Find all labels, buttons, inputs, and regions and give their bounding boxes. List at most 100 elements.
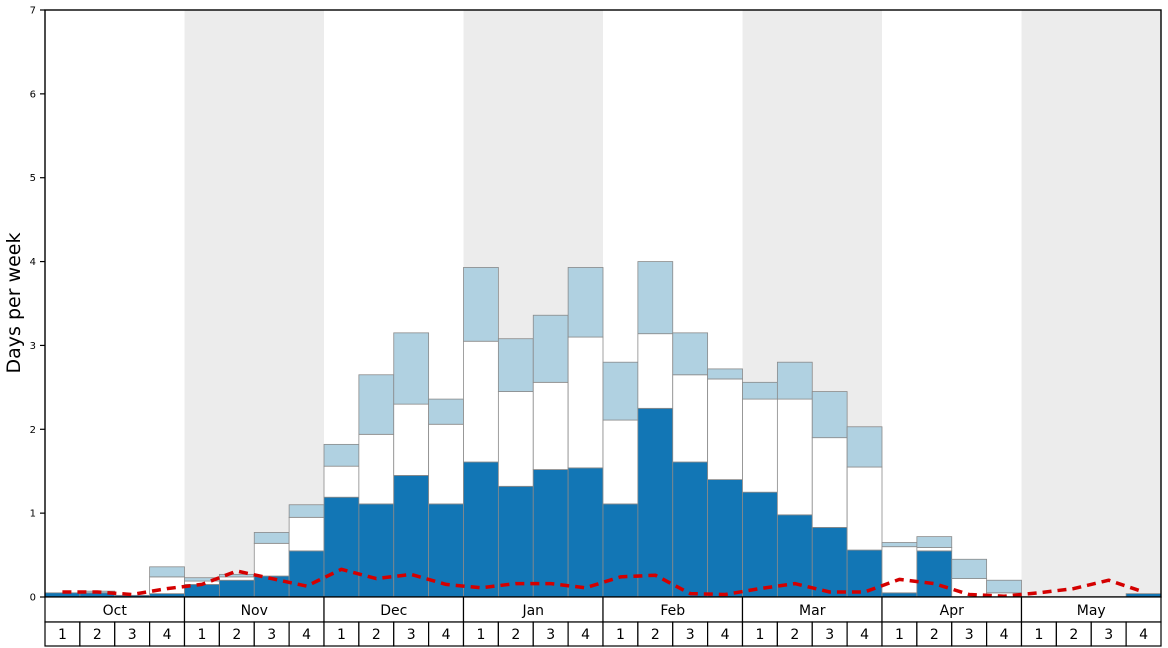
week-number-label: 2 xyxy=(651,627,660,643)
week-number-label: 4 xyxy=(302,627,311,643)
week-cell xyxy=(253,621,290,647)
y-tick-label: 4 xyxy=(30,257,36,268)
bar-segment-white-days xyxy=(532,381,569,470)
bar-segment-dark-blue-days xyxy=(742,491,778,598)
week-number-label: 2 xyxy=(372,627,381,643)
week-number-label: 3 xyxy=(267,627,276,643)
week-cell xyxy=(1090,621,1127,647)
week-number-label: 2 xyxy=(93,627,102,643)
bar-segment-white-days xyxy=(288,516,325,552)
month-label: Nov xyxy=(241,603,268,619)
week-cell xyxy=(79,621,116,647)
y-tick-label: 1 xyxy=(30,509,36,520)
week-number-label: 1 xyxy=(1034,627,1043,643)
bar-segment-white-days xyxy=(916,547,953,552)
bar-segment-white-days xyxy=(881,546,918,594)
bar-segment-dark-blue-days xyxy=(707,479,743,598)
week-number-label: 2 xyxy=(1069,627,1078,643)
week-number-label: 4 xyxy=(860,627,869,643)
week-number-label: 4 xyxy=(163,627,172,643)
bar-segment-white-days xyxy=(707,378,743,481)
week-number-label: 4 xyxy=(442,627,451,643)
y-tick-label: 0 xyxy=(30,593,36,604)
week-number-label: 1 xyxy=(755,627,764,643)
background-band xyxy=(184,10,324,597)
week-cell xyxy=(44,621,81,647)
week-number-label: 3 xyxy=(825,627,834,643)
bar-segment-light-blue-days xyxy=(776,361,813,400)
week-cell xyxy=(776,621,813,647)
bar-segment-white-days xyxy=(218,576,255,581)
week-cell xyxy=(602,621,639,647)
week-number-label: 3 xyxy=(407,627,416,643)
bar-segment-white-days xyxy=(742,398,778,493)
week-cell xyxy=(1125,621,1162,647)
bar-segment-dark-blue-days xyxy=(567,467,604,598)
bar-segment-light-blue-days xyxy=(986,579,1022,594)
bar-segment-light-blue-days xyxy=(742,381,778,400)
red-dashed-line xyxy=(62,567,1145,598)
week-number-label: 3 xyxy=(546,627,555,643)
bar-segment-white-days xyxy=(811,437,848,528)
bar-segment-dark-blue-days xyxy=(811,526,848,598)
week-cell xyxy=(846,621,883,647)
bar-segment-dark-blue-days xyxy=(602,503,639,598)
bar-segment-light-blue-days xyxy=(707,368,743,380)
week-number-label: 4 xyxy=(721,627,730,643)
bar-segment-light-blue-days xyxy=(149,566,185,578)
month-label: Dec xyxy=(380,603,407,619)
week-cell xyxy=(288,621,325,647)
bar-segment-light-blue-days xyxy=(846,426,883,468)
week-cell xyxy=(881,621,918,647)
bar-segment-dark-blue-days xyxy=(393,475,430,598)
week-number-label: 1 xyxy=(895,627,904,643)
week-cell xyxy=(741,621,778,647)
bar-segment-light-blue-days xyxy=(951,558,988,579)
week-cell xyxy=(672,621,709,647)
background-band xyxy=(1021,10,1161,597)
bar-segment-light-blue-days xyxy=(323,443,360,467)
bar-segment-dark-blue-days xyxy=(532,469,569,598)
bar-segment-white-days xyxy=(253,542,290,577)
week-number-label: 1 xyxy=(197,627,206,643)
week-number-label: 2 xyxy=(790,627,799,643)
week-number-label: 3 xyxy=(128,627,137,643)
bar-segment-white-days xyxy=(672,374,709,463)
bar-segment-light-blue-days xyxy=(916,536,953,548)
bar-segment-dark-blue-days xyxy=(846,549,883,598)
bar-segment-light-blue-days xyxy=(497,338,534,392)
month-label: Apr xyxy=(940,603,964,619)
bar-segment-dark-blue-days xyxy=(637,407,674,598)
week-number-label: 1 xyxy=(58,627,67,643)
week-cell xyxy=(532,621,569,647)
week-number-label: 4 xyxy=(1139,627,1148,643)
bar-segment-dark-blue-days xyxy=(288,550,325,598)
week-number-label: 3 xyxy=(965,627,974,643)
month-label: May xyxy=(1077,603,1106,619)
week-number-label: 2 xyxy=(232,627,241,643)
month-label: Feb xyxy=(660,603,685,619)
week-cell xyxy=(986,621,1023,647)
week-cell xyxy=(951,621,988,647)
week-cell xyxy=(567,621,604,647)
y-tick-label: 3 xyxy=(30,341,36,352)
bar-segment-white-days xyxy=(323,465,360,498)
week-cell xyxy=(637,621,674,647)
week-number-label: 1 xyxy=(616,627,625,643)
week-cell xyxy=(149,621,186,647)
bar-segment-light-blue-days xyxy=(218,573,255,578)
month-cell xyxy=(881,596,1023,623)
week-number-label: 2 xyxy=(511,627,520,643)
bar-segment-dark-blue-days xyxy=(323,496,360,598)
y-tick-label: 2 xyxy=(30,425,36,436)
bar-segment-dark-blue-days xyxy=(358,503,395,598)
month-label: Mar xyxy=(799,603,826,619)
bar-segment-white-days xyxy=(428,423,464,505)
bar-segment-dark-blue-days xyxy=(218,579,255,598)
bar-segment-light-blue-days xyxy=(602,361,639,421)
y-axis-title: Days per week xyxy=(3,233,25,374)
month-label: Jan xyxy=(521,603,544,619)
bar-segment-dark-blue-days xyxy=(916,550,953,598)
